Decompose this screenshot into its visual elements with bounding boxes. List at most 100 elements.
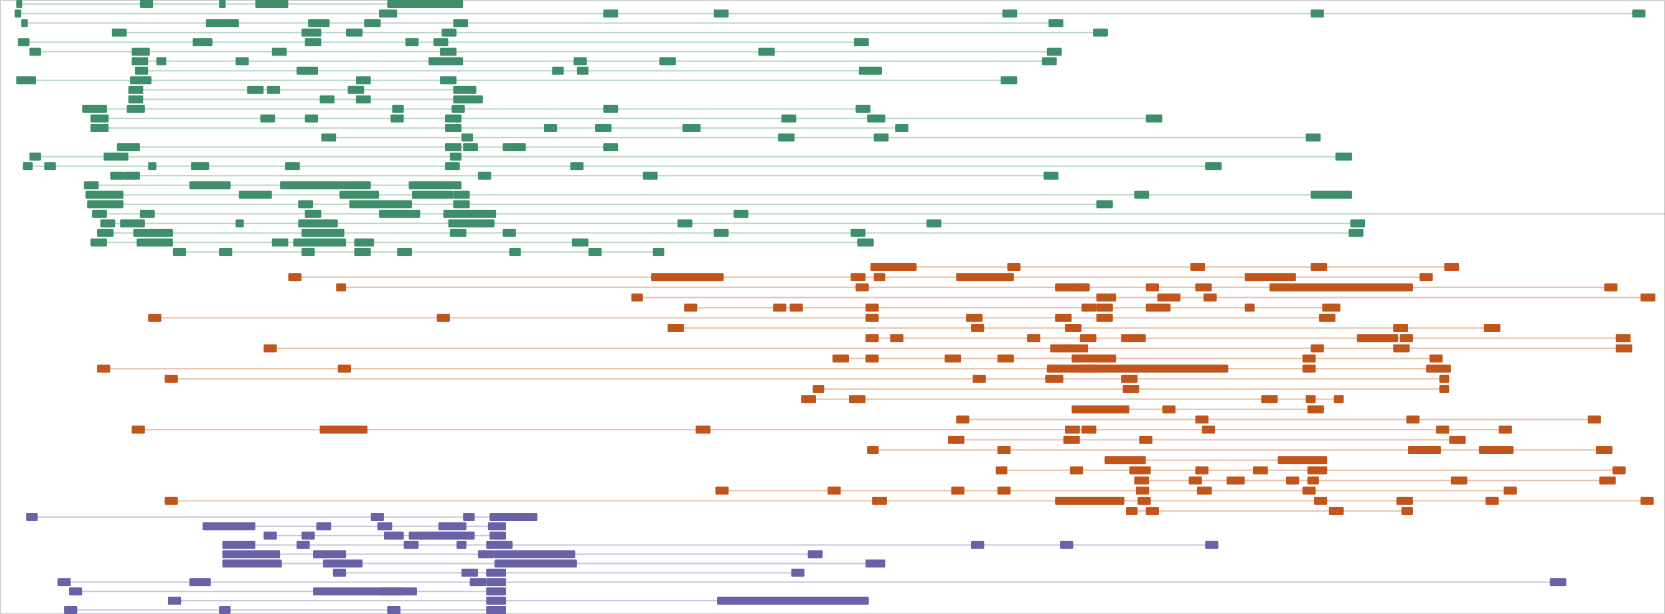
segment-bar <box>453 95 483 104</box>
segment-bar <box>477 171 492 180</box>
segment-bar <box>494 550 576 559</box>
segment-bar <box>1503 486 1517 495</box>
segment-bar <box>1045 374 1064 383</box>
segment-bar <box>392 104 404 113</box>
segment-bar <box>1335 152 1352 161</box>
segment-bar <box>603 9 619 18</box>
segment-bar <box>595 124 612 132</box>
segment-bar <box>867 446 879 454</box>
segment-bar <box>865 354 879 363</box>
segment-bar <box>319 425 368 434</box>
segment-bar <box>90 114 109 123</box>
segment-bar <box>21 19 28 28</box>
segment-bar <box>189 181 231 190</box>
segment-bar <box>316 522 332 531</box>
segment-bar <box>347 85 365 94</box>
segment-bar <box>164 374 178 383</box>
segment-bar <box>944 354 962 363</box>
segment-bar <box>853 38 869 47</box>
segment-bar <box>1145 114 1163 123</box>
segment-bar <box>1126 507 1138 515</box>
segment-bar <box>83 181 99 190</box>
segment-bar <box>1277 456 1328 465</box>
segment-bar <box>890 334 904 343</box>
segment-bar <box>855 104 871 113</box>
segment-bar <box>397 248 413 256</box>
segment-bar <box>1302 364 1316 373</box>
segment-bar <box>571 238 589 247</box>
segment-bar <box>379 9 398 18</box>
segment-bar <box>428 57 464 66</box>
segment-bar <box>1615 344 1633 353</box>
segment-bar <box>461 568 478 577</box>
segment-bar <box>90 124 109 132</box>
segment-bar <box>1305 133 1321 142</box>
segment-bar <box>1093 28 1108 37</box>
segment-bar <box>486 606 506 614</box>
segment-bar <box>1399 283 1413 292</box>
segment-bar <box>1640 293 1656 302</box>
segment-bar <box>489 513 538 521</box>
segment-bar <box>321 133 337 142</box>
segment-bar <box>1007 263 1021 271</box>
segment-bar <box>285 162 300 171</box>
segment-bar <box>865 334 879 343</box>
segment-bar <box>855 283 869 292</box>
segment-bar <box>873 273 886 282</box>
segment-bar <box>26 513 38 521</box>
segment-bar <box>947 435 965 444</box>
segment-bar <box>16 76 37 85</box>
segment-bar <box>1318 313 1336 322</box>
segment-bar <box>128 95 144 104</box>
segment-bar <box>301 248 315 256</box>
segment-bar <box>346 28 363 37</box>
segment-bar <box>1640 496 1654 505</box>
segment-bar <box>603 104 619 113</box>
segment-bar <box>219 248 233 256</box>
segment-bar <box>1632 9 1646 18</box>
segment-bar <box>1450 476 1468 485</box>
segment-bar <box>1071 354 1117 363</box>
segment-bar <box>1302 354 1316 363</box>
segment-bar <box>304 114 319 123</box>
segment-bar <box>219 0 226 8</box>
segment-bar <box>717 596 869 605</box>
segment-bar <box>848 395 866 404</box>
segment-bar <box>1549 578 1567 587</box>
segment-bar <box>235 219 244 228</box>
segment-bar <box>22 162 33 171</box>
segment-bar <box>1449 435 1466 444</box>
segment-bar <box>97 364 111 373</box>
segment-bar <box>1190 263 1206 271</box>
segment-bar <box>956 273 1014 282</box>
segment-bar <box>713 228 729 237</box>
segment-bar <box>440 76 457 85</box>
segment-bar <box>100 219 116 228</box>
segment-bar <box>1604 283 1618 292</box>
segment-bar <box>1055 496 1125 505</box>
segment-bar <box>247 85 264 94</box>
segment-bar <box>438 522 467 531</box>
segment-bar <box>1063 435 1080 444</box>
segment-bar <box>570 162 584 171</box>
segment-bar <box>576 66 589 75</box>
segment-bar <box>443 209 497 218</box>
segment-bar <box>1393 344 1410 353</box>
segment-bar <box>867 114 886 123</box>
segment-bar <box>1401 507 1413 515</box>
segment-bar <box>293 238 347 247</box>
segment-bar <box>1201 425 1216 434</box>
segment-bar <box>1081 303 1097 312</box>
segment-bar <box>486 596 506 605</box>
segment-bar <box>713 9 729 18</box>
segment-bar <box>486 568 506 577</box>
segment-bar <box>956 415 970 424</box>
segment-bar <box>271 238 289 247</box>
segment-bar <box>156 57 167 66</box>
segment-bar <box>1196 486 1212 495</box>
segment-bar <box>486 540 513 549</box>
segment-bar <box>1195 466 1209 475</box>
segment-bar <box>377 522 393 531</box>
segment-bar <box>652 248 665 256</box>
segment-bar <box>1350 219 1366 228</box>
